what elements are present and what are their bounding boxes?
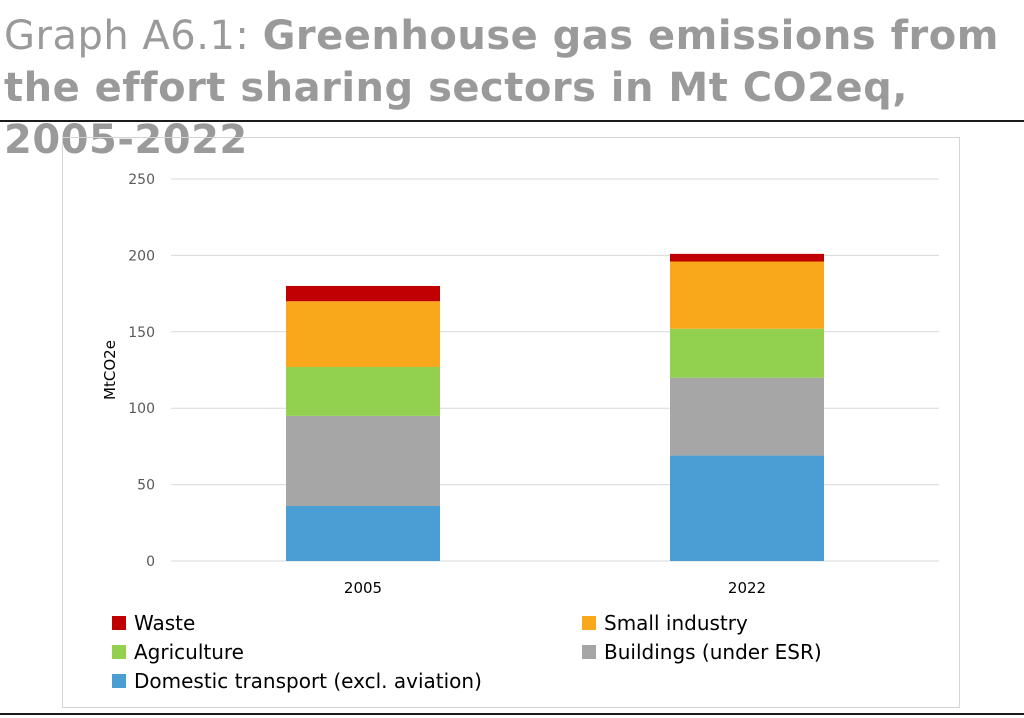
y-tick-label: 100 <box>128 401 155 417</box>
legend-label: Waste <box>134 611 196 635</box>
legend-swatch <box>582 616 596 630</box>
x-tick-label: 2005 <box>344 579 382 597</box>
bar-segment-domestic-transport-excl-aviation-2022 <box>670 455 824 561</box>
legend-item: Buildings (under ESR) <box>582 637 822 667</box>
bar-segment-agriculture-2022 <box>670 328 824 378</box>
title-divider <box>0 120 1024 122</box>
bar-segment-buildings-under-esr-2022 <box>670 377 824 456</box>
y-tick-label: 0 <box>146 554 155 570</box>
legend-label: Agriculture <box>134 640 244 664</box>
legend-swatch <box>112 616 126 630</box>
chart-plot: 0 50 100 150 200 250 MtCO2e 2005 2022 <box>101 172 939 597</box>
chart-title-prefix: Graph A6.1: <box>4 13 250 59</box>
legend-swatch <box>582 645 596 659</box>
legend-item: Domestic transport (excl. aviation) <box>112 666 482 696</box>
legend-item: Waste <box>112 608 195 638</box>
legend-item: Small industry <box>582 608 748 638</box>
chart-frame: 0 50 100 150 200 250 MtCO2e 2005 2022 <box>62 137 960 708</box>
legend-item: Agriculture <box>112 637 244 667</box>
y-tick-label: 50 <box>137 478 155 494</box>
chart-title-main: Greenhouse gas emissions from the effort… <box>4 13 999 163</box>
y-axis-label: MtCO2e <box>101 340 119 400</box>
y-tick-label: 250 <box>128 172 155 188</box>
bar-segment-waste-2005 <box>286 285 440 302</box>
y-tick-label: 200 <box>128 248 155 264</box>
chart-title: Graph A6.1: Greenhouse gas emissions fro… <box>4 10 1020 166</box>
bar-segment-waste-2022 <box>670 253 824 262</box>
bottom-divider <box>0 713 1024 715</box>
y-tick-label: 150 <box>128 325 155 341</box>
bar-segment-buildings-under-esr-2005 <box>286 415 440 506</box>
legend-label: Buildings (under ESR) <box>604 640 822 664</box>
bar-segment-small-industry-2005 <box>286 301 440 367</box>
legend-label: Small industry <box>604 611 748 635</box>
legend-swatch <box>112 645 126 659</box>
legend-swatch <box>112 674 126 688</box>
bar-segment-agriculture-2005 <box>286 366 440 416</box>
bar-segment-domestic-transport-excl-aviation-2005 <box>286 505 440 561</box>
bar-segment-small-industry-2022 <box>670 261 824 329</box>
chart-legend: Waste Small industry Agriculture Buildings … <box>112 608 872 704</box>
legend-label: Domestic transport (excl. aviation) <box>134 669 482 693</box>
x-tick-label: 2022 <box>728 579 766 597</box>
